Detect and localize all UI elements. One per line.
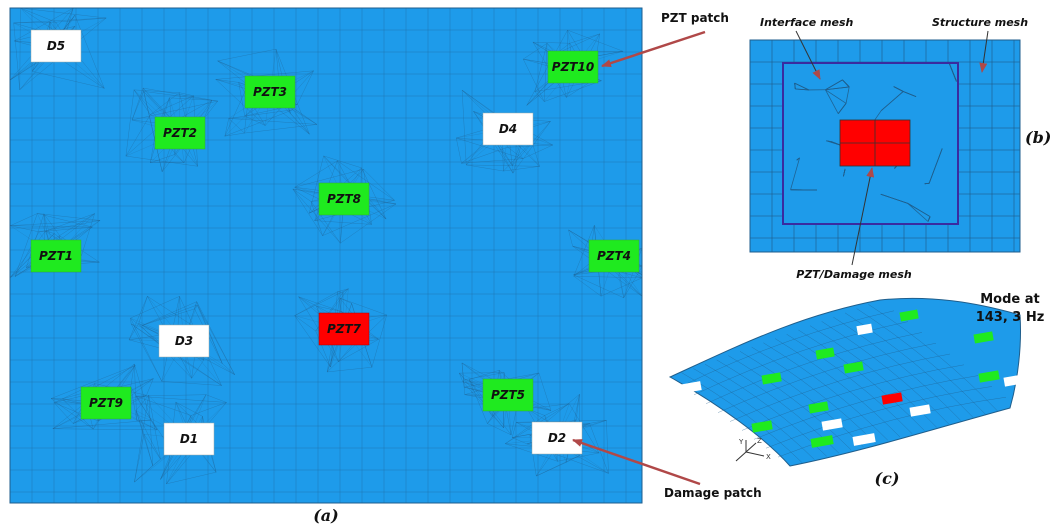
patch-label: PZT5 [491, 388, 525, 402]
patch-PZT4: PZT4 [589, 240, 639, 272]
patch-label: PZT4 [597, 249, 631, 263]
caption-b: (b) [1025, 128, 1051, 147]
patch-label: D2 [548, 431, 566, 445]
mode-label-line2: 143, 3 Hz [976, 310, 1045, 325]
pzt-patch-annotation: PZT patch [661, 11, 729, 25]
damage-patch-annotation: Damage patch [664, 486, 762, 500]
patch-label: PZT1 [39, 249, 73, 263]
patch-label: D3 [175, 334, 193, 348]
axis-x-label: X [766, 453, 771, 461]
patch-PZT8: PZT8 [319, 183, 369, 215]
patch-label: PZT8 [327, 192, 361, 206]
patch-PZT7: PZT7 [319, 313, 369, 345]
patch-D3: D3 [159, 325, 209, 357]
patch-label: D5 [47, 39, 65, 53]
mode-label-line1: Mode at [980, 292, 1040, 307]
patch-label: D4 [499, 122, 517, 136]
structure-mesh-annotation: Structure mesh [932, 16, 1028, 29]
patch-D4: D4 [483, 113, 533, 145]
interface-mesh-annotation: Interface mesh [760, 16, 854, 29]
patch-D5: D5 [31, 30, 81, 62]
patch-D2: D2 [532, 422, 582, 454]
axis-z-label: Z [757, 437, 762, 445]
patch-PZT9: PZT9 [81, 387, 131, 419]
axis-x-line [746, 452, 764, 456]
axis-neg-line [736, 452, 746, 461]
axis-z-line [746, 443, 756, 452]
patch-PZT10: PZT10 [548, 51, 598, 83]
deformed-plate [670, 298, 1021, 466]
patch-label: PZT3 [253, 85, 287, 99]
patch-PZT3: PZT3 [245, 76, 295, 108]
zoom-pzt-damage-mesh [840, 120, 910, 166]
caption-a: (a) [313, 506, 339, 525]
patch-PZT1: PZT1 [31, 240, 81, 272]
patch-label: PZT10 [552, 60, 594, 74]
patch-D1: D1 [164, 423, 214, 455]
panel-a: D5 PZT10 PZT3 PZT2 D4 PZT8 PZT1 PZT4 [10, 8, 762, 525]
axis-y-label: Y [738, 438, 744, 446]
patch-label: PZT2 [163, 126, 197, 140]
patch-PZT2: PZT2 [155, 117, 205, 149]
patch-label: PZT9 [89, 396, 123, 410]
caption-c: (c) [875, 469, 900, 488]
patch-PZT5: PZT5 [483, 379, 533, 411]
pzt-damage-mesh-annotation: PZT/Damage mesh [796, 268, 912, 281]
panel-c: Y Z X Mode at 143, 3 Hz (c) [670, 292, 1044, 488]
patch-label: PZT7 [327, 322, 362, 336]
patch-label: D1 [180, 432, 198, 446]
panel-b: Interface mesh Structure mesh PZT/Damage… [750, 16, 1051, 281]
